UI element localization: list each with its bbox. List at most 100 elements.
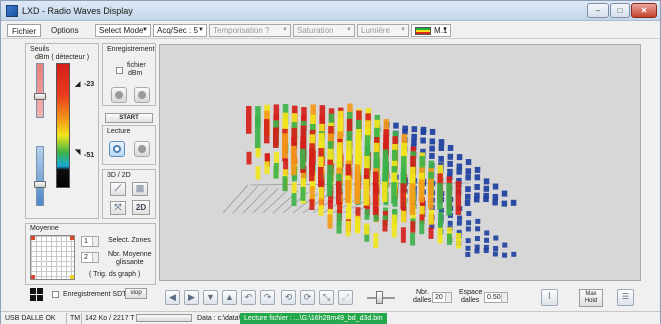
waterfall-cell (291, 193, 297, 207)
window-title: LXD - Radio Waves Display (22, 6, 133, 16)
waterfall-cell (391, 221, 397, 238)
chevron-down-icon: ▼ (142, 27, 148, 33)
title-bar: LXD - Radio Waves Display – □ ✕ (1, 1, 660, 21)
grid-view-icon[interactable] (30, 288, 43, 301)
waterfall-cell (447, 160, 453, 167)
waterfall-cell (364, 223, 370, 235)
fichier-dbm-checkbox[interactable] (116, 67, 123, 74)
waterfall-cell (301, 171, 307, 183)
rotate-left-icon[interactable]: ↶ (241, 290, 256, 305)
moyenne-label-2: glissante (116, 259, 144, 266)
undo-icon[interactable]: ⟲ (281, 290, 296, 305)
chevron-down-icon: ▼ (282, 27, 288, 33)
waterfall-cell (255, 145, 261, 158)
waterfall-cell (438, 155, 444, 162)
waterfall-cell (318, 205, 324, 216)
waterfall-3d-canvas[interactable] (160, 45, 641, 281)
waterfall-cell (474, 244, 480, 250)
waterfall-cell (474, 248, 480, 254)
waterfall-cell (483, 185, 490, 192)
play-button[interactable] (109, 141, 125, 157)
dalles-stepper[interactable]: 20 (432, 292, 452, 303)
pause-button[interactable] (134, 141, 150, 157)
record-button[interactable] (111, 87, 127, 103)
waterfall-cell (273, 127, 279, 148)
arrow-down-icon[interactable]: ▼ (203, 290, 218, 305)
lumiere-select[interactable]: Lumière ▼ (357, 24, 409, 37)
zone-grid[interactable] (30, 235, 75, 280)
view-toolbar: ◀ ▶ ▼ ▲ ↶ ↷ ⟲ ⟳ ⤡ ⤢ Nbr. dalles 20 Espac… (159, 284, 641, 312)
waterfall-cell (456, 229, 462, 235)
rotate-right-icon[interactable]: ↷ (260, 290, 275, 305)
redo-icon[interactable]: ⟳ (300, 290, 315, 305)
waterfall-cell (492, 183, 499, 190)
line-chart-view-button[interactable]: ⟋ (110, 182, 126, 196)
moyenne-stepper[interactable]: 2 (81, 252, 99, 263)
waterfall-cell (355, 207, 361, 221)
waterfall-cell (492, 251, 498, 257)
sdt-checkbox[interactable] (52, 291, 59, 298)
max-hold-button[interactable]: Max Hold (579, 289, 603, 307)
zone-marker-bottom-left (31, 275, 35, 279)
acq-select[interactable]: Acq/Sec : 5 ▼ (153, 24, 207, 37)
waterfall-cell (411, 138, 417, 145)
palette-select[interactable]: M.1 ▼ (411, 24, 451, 37)
zone-marker-top-left (31, 236, 35, 240)
waterfall-cell (255, 116, 261, 149)
arrow-up-icon[interactable]: ▲ (222, 290, 237, 305)
waterfall-cell (274, 151, 280, 165)
waterfall-cell (400, 183, 406, 210)
waterfall-cell (456, 232, 462, 249)
sdt-stop-button[interactable]: stop (125, 288, 147, 299)
espace-label-1: Espace (459, 289, 483, 296)
view-2d-button[interactable]: 2D (132, 200, 150, 215)
line-chart-icon[interactable]: ⌇ (541, 289, 558, 306)
table-icon[interactable]: ☰ (617, 289, 634, 306)
max-hold-label-2: Hold (584, 298, 598, 304)
start-button[interactable]: START (105, 113, 153, 123)
maximize-button[interactable]: □ (610, 3, 630, 18)
select-zones-stepper[interactable]: 1 (81, 236, 99, 247)
palette-select-value: M.1 (434, 26, 448, 35)
waterfall-cell (429, 145, 435, 152)
menu-options[interactable]: Options (51, 26, 79, 35)
zoom-slider-thumb[interactable] (376, 291, 383, 304)
waterfall-cell (456, 163, 463, 170)
waterfall-cell (363, 178, 370, 206)
upper-threshold-track[interactable] (36, 63, 44, 118)
menu-fichier[interactable]: Fichier (7, 24, 42, 37)
waterfall-3d-view[interactable] (159, 44, 641, 281)
expand-icon[interactable]: ⤢ (338, 290, 353, 305)
espace-stepper[interactable]: 0.50 (484, 292, 508, 303)
waterfall-cell (465, 159, 472, 166)
waterfall-cell (511, 251, 517, 257)
play-icon (113, 145, 121, 153)
waterfall-cell (465, 174, 471, 181)
surface-view-button[interactable]: ▦ (132, 182, 148, 196)
stop-icon (138, 91, 146, 99)
waterfall-cell (300, 148, 306, 169)
waterfall-cell (402, 128, 408, 135)
upper-threshold-thumb[interactable] (34, 93, 46, 100)
minimize-button[interactable]: – (587, 3, 609, 18)
shrink-icon[interactable]: ⤡ (319, 290, 334, 305)
zone-marker-top-right (70, 236, 74, 240)
waterfall-cell (309, 186, 315, 203)
zone-marker-bottom-right (70, 275, 74, 279)
mode-select[interactable]: Select Mode ▼ (95, 24, 151, 37)
waterfall-cell (382, 181, 388, 202)
record-stop-button[interactable] (134, 87, 150, 103)
waterfall-cell (309, 157, 315, 182)
close-button[interactable]: ✕ (631, 3, 657, 18)
fit-view-button[interactable]: ⤧ (110, 201, 126, 215)
waterfall-cell (318, 198, 324, 209)
arrow-right-icon[interactable]: ▶ (184, 290, 199, 305)
lower-threshold-thumb[interactable] (34, 181, 46, 188)
saturation-select[interactable]: Saturation ▼ (293, 24, 355, 37)
arrow-left-icon[interactable]: ◀ (165, 290, 180, 305)
temporisation-select[interactable]: Temporisation ? ▼ (209, 24, 291, 37)
waterfall-cell (466, 220, 472, 226)
lower-threshold-track[interactable] (36, 146, 44, 206)
waterfall-cell (391, 182, 397, 204)
